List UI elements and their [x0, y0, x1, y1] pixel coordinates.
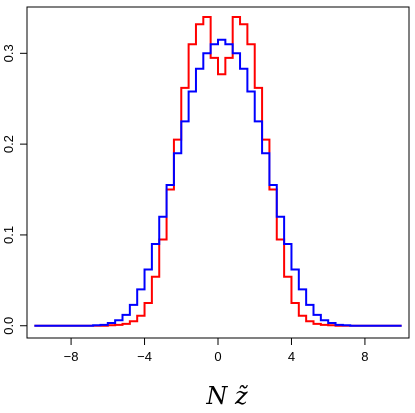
y-axis: 0.0 0.1 0.2 0.3: [1, 44, 28, 335]
y-tick-label: 0.2: [1, 135, 16, 153]
x-tick-label: 4: [288, 349, 295, 364]
x-tick-label: −4: [137, 349, 152, 364]
x-tick-label: 0: [214, 349, 221, 364]
series-layer: [34, 15, 402, 327]
y-tick-label: 0.1: [1, 226, 16, 244]
x-tick-label: 8: [361, 349, 368, 364]
y-tick-label: 0.0: [1, 317, 16, 335]
x-axis: −8 −4 0 4 8: [64, 337, 369, 364]
series-line-blue: [34, 38, 402, 327]
x-axis-label: N z̃: [205, 382, 248, 410]
series-line-red: [34, 15, 402, 327]
y-tick-label: 0.3: [1, 44, 16, 62]
x-tick-label: −8: [64, 349, 79, 364]
plot-frame: [26, 6, 410, 339]
